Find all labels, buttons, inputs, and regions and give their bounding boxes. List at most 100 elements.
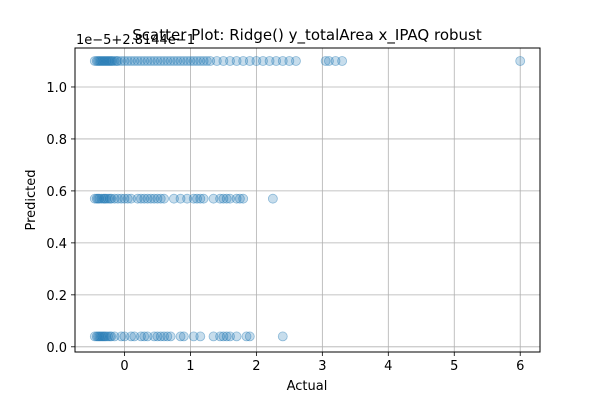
data-point bbox=[208, 331, 219, 342]
data-point bbox=[122, 193, 133, 204]
data-point bbox=[251, 56, 262, 66]
data-point bbox=[244, 331, 255, 342]
data-points bbox=[89, 56, 526, 342]
data-point bbox=[98, 56, 109, 66]
y-tick-label: 0.0 bbox=[46, 341, 67, 356]
x-tick-label: 4 bbox=[384, 359, 392, 374]
data-point bbox=[94, 193, 105, 204]
grid-lines bbox=[75, 48, 540, 352]
data-point bbox=[175, 331, 186, 342]
y-tick-label: 0.4 bbox=[46, 237, 67, 252]
data-point bbox=[205, 56, 216, 66]
data-point bbox=[215, 331, 226, 342]
data-point bbox=[178, 56, 189, 66]
data-point bbox=[102, 56, 113, 66]
data-point bbox=[89, 193, 100, 204]
data-point bbox=[94, 56, 105, 66]
data-point bbox=[98, 331, 109, 342]
data-point bbox=[109, 331, 120, 342]
data-point bbox=[152, 56, 163, 66]
data-point bbox=[116, 331, 127, 342]
data-point bbox=[218, 56, 229, 66]
data-point bbox=[129, 56, 140, 66]
data-point bbox=[218, 331, 229, 342]
data-point bbox=[198, 56, 209, 66]
data-point bbox=[320, 56, 331, 66]
y-tick-label: 0.2 bbox=[46, 289, 67, 304]
data-point bbox=[330, 56, 341, 66]
data-point bbox=[93, 193, 103, 204]
data-point bbox=[175, 56, 186, 66]
data-point bbox=[225, 56, 235, 66]
y-axis-label: Predicted bbox=[24, 169, 39, 230]
data-point bbox=[93, 56, 103, 66]
data-point bbox=[175, 193, 186, 204]
data-point bbox=[106, 193, 117, 204]
data-point bbox=[139, 56, 150, 66]
data-point bbox=[188, 56, 199, 66]
data-point bbox=[188, 193, 199, 204]
data-point bbox=[145, 56, 156, 66]
data-point bbox=[105, 56, 115, 66]
data-point bbox=[126, 56, 136, 66]
data-point bbox=[152, 331, 163, 342]
data-point bbox=[231, 193, 242, 204]
data-point bbox=[99, 331, 110, 342]
data-point bbox=[101, 331, 111, 342]
data-point bbox=[182, 193, 193, 204]
data-point bbox=[284, 56, 295, 66]
data-point bbox=[182, 56, 193, 66]
data-point bbox=[126, 193, 136, 204]
data-point bbox=[324, 56, 334, 66]
data-point bbox=[169, 56, 179, 66]
data-point bbox=[109, 56, 120, 66]
data-point bbox=[101, 56, 111, 66]
data-point bbox=[97, 331, 107, 342]
chart-title: Scatter Plot: Ridge() y_totalArea x_IPAQ… bbox=[132, 26, 482, 45]
data-point bbox=[129, 331, 140, 342]
data-point bbox=[231, 56, 242, 66]
data-point bbox=[241, 331, 252, 342]
data-point bbox=[149, 56, 160, 66]
data-point bbox=[95, 331, 106, 342]
data-point bbox=[238, 56, 249, 66]
y-offset-text: 1e−5+2.8144e−1 bbox=[76, 33, 195, 48]
data-point bbox=[95, 56, 106, 66]
data-point bbox=[198, 193, 209, 204]
data-point bbox=[178, 331, 189, 342]
data-point bbox=[155, 193, 166, 204]
y-axis-ticks: 0.0 0.2 0.4 0.6 0.8 1.0 bbox=[46, 81, 75, 356]
data-point bbox=[258, 56, 268, 66]
data-point bbox=[155, 56, 166, 66]
data-point bbox=[136, 193, 146, 204]
data-point bbox=[291, 56, 301, 66]
x-tick-label: 3 bbox=[318, 359, 326, 374]
data-point bbox=[99, 56, 110, 66]
data-point bbox=[105, 193, 115, 204]
x-tick-label: 1 bbox=[186, 359, 194, 374]
data-point bbox=[195, 331, 206, 342]
data-point bbox=[107, 56, 118, 66]
data-point bbox=[215, 193, 226, 204]
data-point bbox=[112, 56, 123, 66]
data-point bbox=[271, 56, 282, 66]
data-point bbox=[93, 331, 103, 342]
data-point bbox=[126, 331, 136, 342]
data-point bbox=[202, 56, 212, 66]
y-tick-label: 1.0 bbox=[46, 81, 67, 96]
data-point bbox=[89, 331, 100, 342]
x-tick-label: 2 bbox=[252, 359, 260, 374]
y-tick-label: 0.8 bbox=[46, 133, 67, 148]
data-point bbox=[172, 56, 183, 66]
data-point bbox=[91, 56, 102, 66]
data-point bbox=[211, 56, 222, 66]
data-point bbox=[515, 56, 526, 66]
data-point bbox=[195, 193, 206, 204]
data-point bbox=[169, 193, 179, 204]
data-point bbox=[109, 193, 120, 204]
data-point bbox=[159, 331, 169, 342]
x-axis-ticks: 0 1 2 3 4 5 6 bbox=[120, 352, 524, 374]
x-tick-label: 5 bbox=[450, 359, 458, 374]
